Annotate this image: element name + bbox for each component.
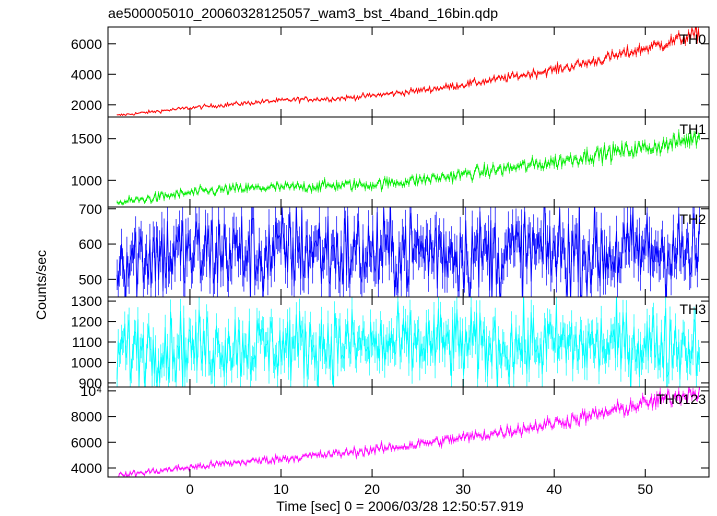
series-name: TH0: [680, 31, 707, 47]
series-th0: [116, 27, 700, 117]
y-axis-label: Counts/sec: [33, 250, 49, 320]
series-name: TH0123: [656, 391, 706, 407]
y-tick-label: 4000: [71, 66, 102, 82]
series-line: [116, 207, 700, 297]
series-line: [117, 27, 700, 117]
series-name: TH3: [680, 301, 707, 317]
panel-frame: [107, 26, 710, 118]
y-tick-label: 900: [79, 375, 103, 391]
y-tick-label: 1000: [71, 172, 102, 188]
x-tick-label: 30: [455, 481, 471, 497]
series-th2: [116, 207, 700, 297]
y-tick-label: 1500: [71, 131, 102, 147]
series-name: TH2: [680, 211, 707, 227]
panel-th0: 2000 4000 6000 TH0: [71, 26, 710, 118]
panel-th3: 900 1000 1100 1200 1300 TH3: [71, 293, 710, 391]
y-tick-label: 4000: [71, 460, 102, 476]
series-th0123: [116, 387, 700, 477]
error-bars: [116, 387, 700, 477]
y-tick-label: 8000: [71, 409, 102, 425]
series-th3: [116, 297, 700, 387]
panel-frame: [107, 386, 710, 478]
series-line: [116, 297, 700, 387]
y-tick-label: 600: [79, 236, 103, 252]
x-tick-label: 20: [364, 481, 380, 497]
y-tick-label: 1200: [71, 314, 102, 330]
x-tick-label: 10: [273, 481, 289, 497]
x-axis-label: Time [sec] 0 = 2006/03/28 12:50:57.919: [276, 498, 524, 514]
y-tick-label: 2000: [71, 97, 102, 113]
x-tick-label: 0: [186, 481, 194, 497]
series-line: [116, 132, 700, 205]
y-tick-label: 1300: [71, 293, 102, 309]
series-th1: [116, 129, 700, 206]
y-tick-label: 6000: [71, 434, 102, 450]
y-tick-label: 6000: [71, 36, 102, 52]
series-name: TH1: [680, 121, 707, 137]
y-tick-label: 10⁴: [80, 383, 102, 399]
series-line: [118, 387, 700, 477]
error-bars: [116, 129, 700, 206]
y-tick-label: 700: [79, 201, 103, 217]
x-tick-label: 40: [546, 481, 562, 497]
panel-th1: 1000 1500 TH1: [71, 116, 710, 208]
panel-th2: 500 600 700 TH2: [79, 201, 710, 298]
y-tick-label: 500: [79, 271, 103, 287]
y-tick-label: 1100: [72, 334, 102, 350]
x-tick-label: 50: [637, 481, 653, 497]
chart-title: ae500005010_20060328125057_wam3_bst_4ban…: [108, 5, 498, 21]
error-bars: [116, 27, 700, 116]
y-tick-label: 1000: [71, 354, 102, 370]
panel-th0123: 4000 6000 8000 10⁴ TH0123: [71, 383, 710, 478]
